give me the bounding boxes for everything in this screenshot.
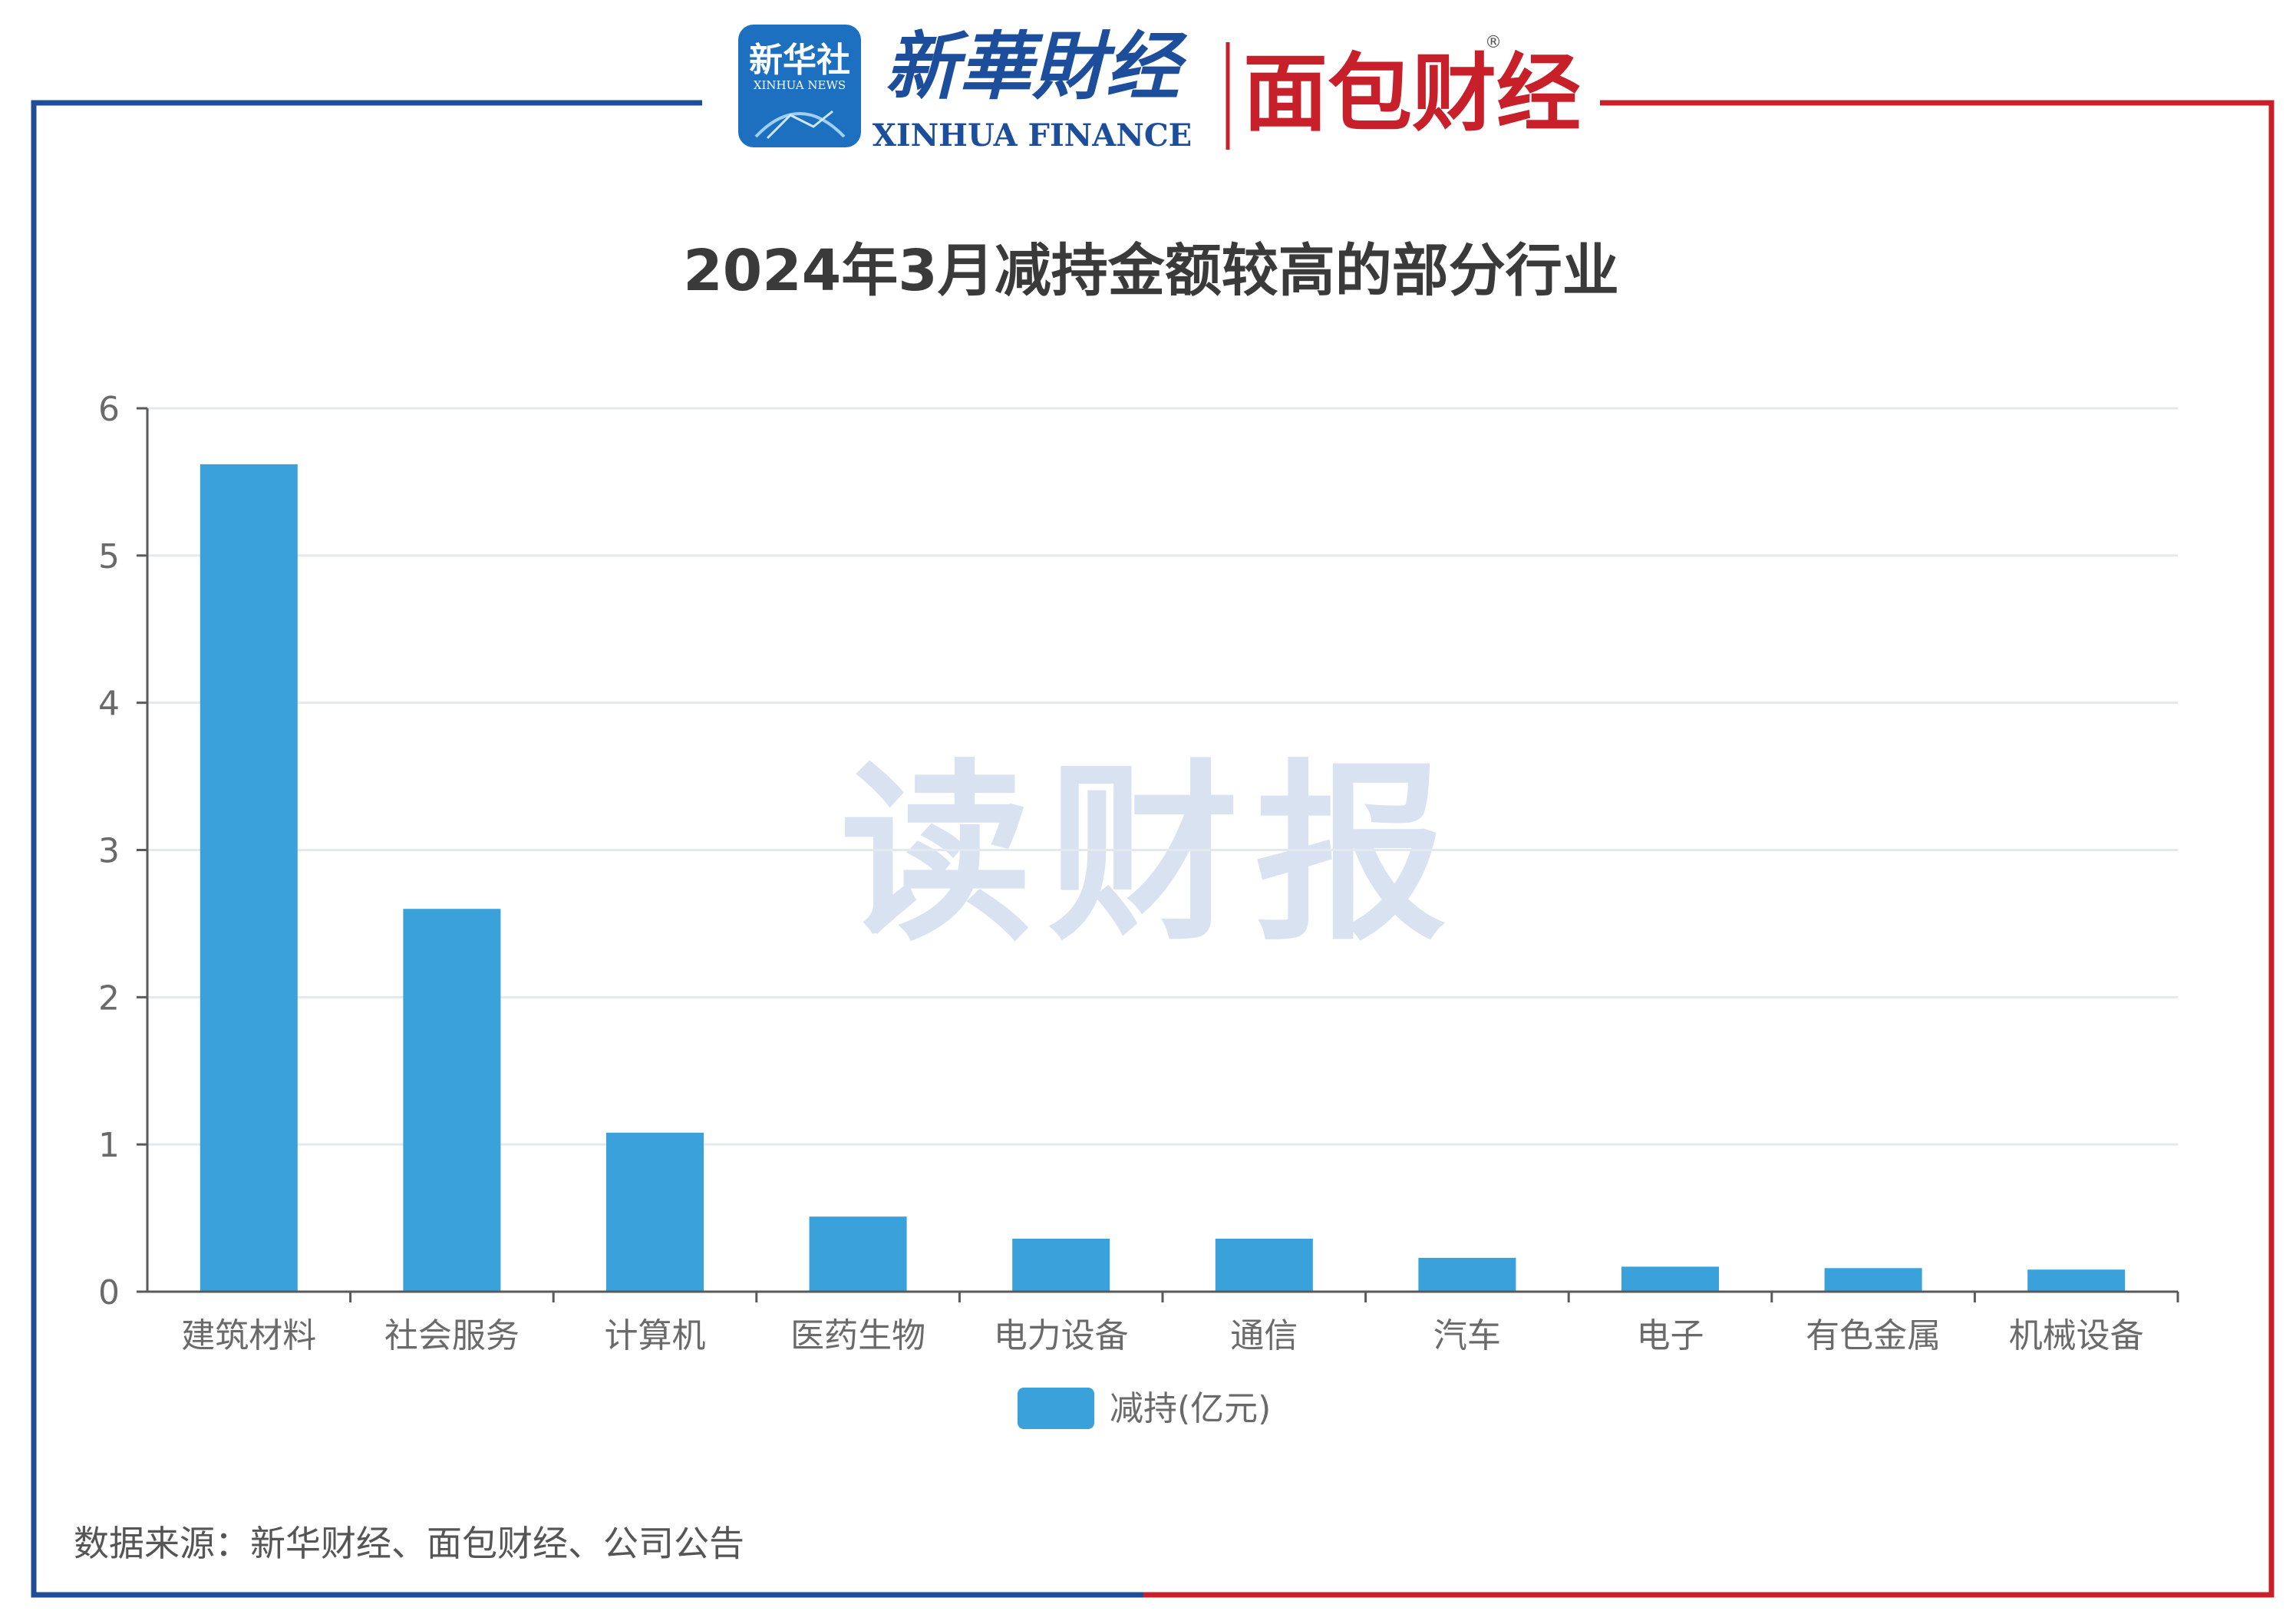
x-tick-label: 医药生物	[790, 1316, 925, 1355]
bar-2	[403, 909, 501, 1292]
bars	[200, 464, 2126, 1292]
xinhua-finance-en: XINHUA FINANCE	[873, 117, 1192, 153]
x-tick-labels: 建筑材料 社会服务 计算机 医药生物 电力设备 通信 汽车 电子 有色金属 机械设备	[181, 1292, 2179, 1355]
bar-5	[1012, 1238, 1110, 1292]
chart-title: 2024年3月减持金额较高的部分行业	[683, 238, 1618, 304]
bar-9	[1824, 1268, 1922, 1292]
y-tick-label: 4	[98, 685, 120, 724]
y-tick-label: 3	[98, 832, 120, 871]
xinhua-globe-icon	[754, 112, 846, 138]
xinhua-news-badge-sub: XINHUA NEWS	[754, 78, 846, 92]
bar-1	[200, 464, 298, 1292]
frame-left-border	[31, 100, 1143, 1598]
legend-label: 减持(亿元)	[1110, 1389, 1271, 1428]
y-tick-label: 6	[98, 390, 120, 429]
x-tick-label: 建筑材料	[181, 1316, 316, 1355]
x-tick-label: 通信	[1230, 1316, 1298, 1355]
watermark: 读财报	[840, 743, 1462, 966]
legend-swatch	[1018, 1388, 1094, 1429]
bar-8	[1621, 1266, 1720, 1292]
xinhua-news-badge: 新华社	[749, 41, 850, 80]
y-tick-label: 2	[98, 979, 120, 1018]
legend: 减持(亿元)	[1018, 1388, 1271, 1429]
y-tick-label: 1	[98, 1126, 120, 1165]
frame-border	[31, 100, 2275, 1598]
y-tick-label: 0	[98, 1273, 120, 1312]
xinhua-news-logo	[738, 25, 861, 147]
x-tick-label: 电子	[1637, 1316, 1704, 1355]
x-tick-label: 计算机	[605, 1316, 706, 1355]
frame-right-border	[1143, 100, 2275, 1598]
x-tick-label: 机械设备	[2009, 1316, 2144, 1355]
x-tick-label: 社会服务	[384, 1316, 520, 1355]
y-tick-labels: 0 1 2 3 4 5 6	[98, 390, 147, 1312]
bar-10	[2027, 1269, 2126, 1292]
x-tick-label: 电力设备	[994, 1316, 1129, 1355]
bar-7	[1418, 1257, 1516, 1292]
x-tick-label: 有色金属	[1806, 1316, 1941, 1355]
grid-lines	[147, 407, 2178, 1146]
mianbao-finance-logo: 面包财经	[1243, 45, 1581, 143]
registered-mark: ®	[1485, 33, 1502, 52]
y-tick-label: 5	[98, 537, 120, 576]
bar-6	[1215, 1238, 1313, 1292]
x-tick-label: 汽车	[1433, 1316, 1501, 1355]
xinhua-finance-cn: 新華財经	[885, 23, 1188, 110]
bar-4	[809, 1216, 907, 1292]
bar-3	[605, 1132, 704, 1292]
source-note: 数据来源：新华财经、面包财经、公司公告	[74, 1523, 744, 1564]
header-logos: 新华社 XINHUA NEWS 新華財经 XINHUA FINANCE 面包财经…	[738, 23, 1581, 153]
